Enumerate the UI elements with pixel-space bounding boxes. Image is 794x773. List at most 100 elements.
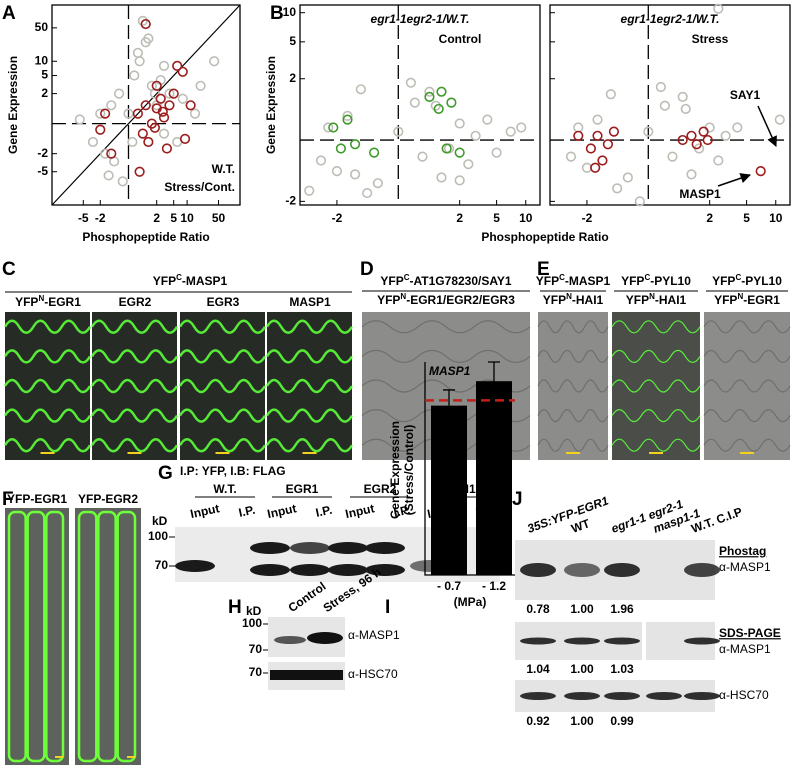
data-point: [691, 139, 702, 150]
data-point: [123, 108, 134, 119]
data-point: [585, 143, 596, 154]
plot-frame: [299, 4, 541, 206]
cell-outline: [537, 320, 609, 334]
data-point: [659, 100, 670, 111]
data-point: [677, 91, 688, 102]
band: [274, 636, 306, 644]
data-point: [362, 187, 373, 199]
panel-title: I.P: YFP, I.B: FLAG: [180, 464, 286, 478]
x-tick-label: -2: [95, 211, 106, 225]
data-point: [315, 155, 327, 166]
cell-outline: [3, 319, 92, 335]
data-point: [454, 147, 465, 158]
data-point: [686, 169, 697, 180]
panel-letter: J: [512, 489, 523, 510]
band: [520, 563, 556, 577]
label-part: N: [737, 292, 743, 301]
x-tick-label: 5: [170, 211, 177, 225]
lane-gap: [642, 622, 646, 660]
data-point: [680, 103, 691, 115]
band: [564, 637, 600, 645]
cell-outline: [178, 319, 267, 335]
method-label: SDS-PAGE: [719, 626, 781, 640]
band: [684, 637, 720, 645]
label-part: C: [735, 273, 741, 282]
marker-label: 70: [249, 665, 263, 679]
x-tick-label: -2: [332, 211, 343, 225]
lane-label: 35S:YFP-EGR1: [525, 493, 610, 535]
data-point: [158, 128, 170, 139]
x-tick-label: 2: [153, 211, 160, 225]
image-label: YFPC-MASP1: [536, 273, 611, 289]
data-point: [720, 130, 731, 141]
cell-outline: [537, 409, 609, 423]
label-part: YFP: [543, 293, 566, 307]
data-point: [140, 18, 151, 30]
y-tick-label: -2: [285, 194, 296, 208]
y-tick-label: 2: [289, 71, 296, 85]
cell-outline: [703, 438, 791, 452]
y-tick-label: -2: [37, 146, 48, 160]
data-point: [713, 155, 724, 166]
x-axis-label: (MPa): [454, 595, 487, 609]
label-part: -EGR1/EGR2/EGR3: [406, 293, 515, 307]
label-part: YFP: [626, 293, 649, 307]
unit: kD: [152, 514, 168, 528]
band: [290, 564, 330, 576]
data-point: [143, 136, 154, 148]
data-point: [612, 183, 623, 194]
label-part: -MASP1: [182, 274, 228, 288]
x-tick-label: 10: [180, 211, 194, 225]
bar: [431, 405, 467, 575]
cell-outline: [3, 349, 92, 364]
data-point: [605, 89, 616, 100]
annotation: W.T.: [212, 162, 235, 176]
data-point: [149, 122, 160, 133]
y-axis-label: Gene Expression: [388, 421, 402, 519]
data-point: [137, 15, 148, 26]
error-bar: [443, 389, 455, 406]
data-point: [134, 56, 145, 67]
cell-outline: [90, 349, 179, 364]
data-point: [95, 124, 106, 135]
annotation: Stress/Cont.: [164, 180, 235, 194]
lane-label: Input: [189, 501, 221, 521]
data-point: [732, 122, 743, 133]
y-tick-label: 5: [41, 68, 48, 82]
panel-letter: H: [228, 597, 242, 618]
plot-subtitle: Control: [439, 32, 482, 46]
cell-outline: [537, 349, 609, 363]
plot-title: egr1-1egr2-1/W.T.: [621, 12, 720, 26]
label-part: YFP: [714, 293, 737, 307]
group-label: EGR2: [364, 482, 397, 496]
cell-outline: [90, 408, 179, 423]
group-label: W.T.: [213, 482, 236, 496]
data-point: [441, 143, 452, 154]
x-tick-label: 5: [743, 211, 750, 225]
data-point: [655, 81, 666, 93]
data-point: [622, 172, 633, 183]
y-tick-label: 50: [35, 20, 49, 34]
x-tick-label: 10: [519, 211, 533, 225]
label-part: YFP: [621, 274, 644, 288]
antibody-label: α-MASP1: [719, 642, 771, 656]
data-point: [140, 100, 151, 111]
unit: kD: [246, 604, 262, 618]
cell-outline: [361, 320, 531, 334]
cell-outline: [90, 437, 179, 453]
data-point: [643, 126, 654, 137]
arrow: [757, 105, 777, 147]
image-label: MASP1: [289, 295, 331, 309]
cell-outline: [3, 437, 92, 453]
cell-outline: [361, 349, 531, 363]
data-point: [137, 128, 148, 139]
data-point: [702, 134, 713, 146]
lane-label: I.P.: [314, 503, 333, 520]
x-tick-label: -5: [78, 211, 89, 225]
label-part: -PYL10: [741, 274, 782, 288]
data-point: [335, 143, 346, 154]
data-point: [372, 178, 383, 189]
data-point: [185, 100, 196, 111]
image-label: YFPN-EGR1: [15, 294, 81, 310]
data-point: [482, 114, 493, 125]
